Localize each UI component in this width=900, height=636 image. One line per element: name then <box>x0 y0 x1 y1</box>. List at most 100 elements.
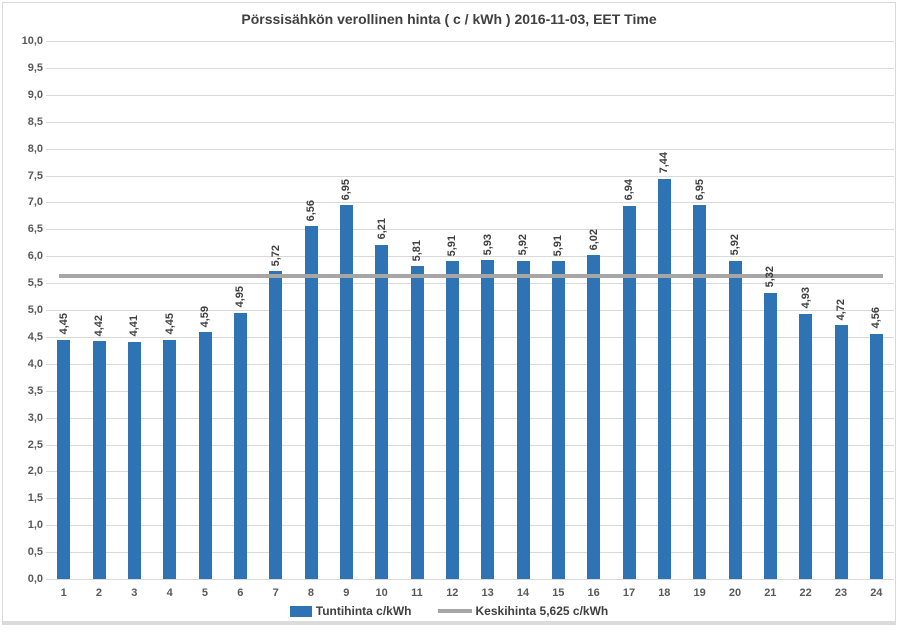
bar-value-label: 5,92 <box>729 234 741 256</box>
bar-value-label: 5,91 <box>446 234 459 257</box>
x-tick-label: 17 <box>622 587 636 599</box>
x-tick-label: 19 <box>693 587 706 599</box>
y-tick-label: 0,5 <box>27 546 43 559</box>
bar-hour-24 <box>869 333 883 579</box>
x-tick-label: 8 <box>307 587 315 599</box>
bar-hour-3 <box>127 341 141 579</box>
gridline <box>46 525 894 527</box>
gridline <box>46 552 894 554</box>
bar-value-label: 6,02 <box>587 228 600 251</box>
gridline <box>46 175 894 177</box>
bar-hour-10 <box>375 244 389 579</box>
gridline <box>46 41 894 42</box>
y-tick-label: 8,5 <box>27 115 43 128</box>
x-tick-label: 10 <box>375 587 388 599</box>
bar-value-label: 5,91 <box>552 234 565 257</box>
y-tick-label: 6,5 <box>27 223 43 236</box>
y-tick-label: 9,5 <box>27 61 43 74</box>
bar-value-label: 4,59 <box>199 305 211 328</box>
bar-value-label: 4,45 <box>57 313 70 335</box>
y-tick-label: 3,5 <box>27 384 43 397</box>
x-tick-label: 9 <box>343 587 350 599</box>
bar-swatch-icon <box>289 605 312 617</box>
bar-value-label: 6,94 <box>623 179 635 201</box>
bar-value-label: 4,45 <box>163 313 176 335</box>
bar-hour-18 <box>657 178 671 579</box>
chart-frame: Pörssisähkön verollinen hinta ( c / kWh … <box>2 2 896 625</box>
x-tick-label: 11 <box>411 587 423 599</box>
bar-hour-23 <box>834 325 848 579</box>
bar-hour-14 <box>516 260 530 579</box>
bar-value-label: 6,21 <box>375 218 388 240</box>
x-tick-label: 4 <box>166 587 173 599</box>
bar-value-label: 5,92 <box>517 234 529 256</box>
y-tick-label: 9,0 <box>27 88 43 101</box>
bar-hour-4 <box>163 339 177 579</box>
bar-value-label: 4,42 <box>93 314 105 337</box>
y-tick-label: 7,5 <box>27 169 43 182</box>
y-tick-label: 7,0 <box>27 196 43 209</box>
x-tick-label: 20 <box>728 587 742 599</box>
y-tick-label: 2,5 <box>27 438 43 451</box>
bar-hour-5 <box>198 332 212 579</box>
gridline <box>46 336 894 338</box>
chart-title: Pörssisähkön verollinen hinta ( c / kWh … <box>241 11 657 27</box>
x-tick-label: 5 <box>201 587 209 599</box>
x-tick-label: 15 <box>552 587 565 599</box>
bar-value-label: 5,32 <box>764 266 777 288</box>
gridline <box>46 310 894 311</box>
x-tick-label: 7 <box>272 587 279 599</box>
plot-area: 4,45 4,42 4,41 4,45 4,59 4,95 5,72 6,56 6,95 6,21… <box>46 41 894 580</box>
x-tick-label: 16 <box>587 587 600 599</box>
y-tick-label: 6,0 <box>27 250 43 263</box>
x-tick-label: 22 <box>799 587 812 599</box>
gridline <box>46 283 894 285</box>
y-tick-label: 0,0 <box>27 573 43 585</box>
gridline <box>46 390 894 392</box>
bar-hour-22 <box>799 313 813 579</box>
bar-hour-12 <box>445 261 459 579</box>
x-tick-label: 6 <box>237 587 244 599</box>
x-tick-label: 13 <box>481 587 494 599</box>
x-tick-label: 14 <box>516 587 530 599</box>
bar-hour-21 <box>763 292 777 579</box>
bar-hour-9 <box>339 205 353 579</box>
bar-value-label: 6,95 <box>340 178 353 201</box>
legend-series-label: Tuntihinta c/kWh <box>315 604 412 618</box>
gridline <box>46 121 894 123</box>
gridline <box>46 471 894 473</box>
gridline <box>46 148 894 150</box>
y-tick-label: 2,0 <box>27 465 43 478</box>
bar-value-label: 4,93 <box>799 287 812 309</box>
bar-hour-8 <box>304 226 318 579</box>
bar-value-label: 4,41 <box>128 315 141 337</box>
bar-value-label: 6,56 <box>305 199 317 222</box>
y-tick-label: 3,0 <box>27 411 43 424</box>
x-tick-label: 3 <box>131 587 138 599</box>
gridline <box>46 202 894 204</box>
y-tick-label: 5,5 <box>27 277 43 290</box>
legend-item-series: Tuntihinta c/kWh <box>289 604 412 618</box>
y-tick-label: 4,5 <box>27 330 43 343</box>
bar-value-label: 5,72 <box>269 244 282 267</box>
y-tick-label: 1,0 <box>27 519 43 532</box>
legend-average-label: Keskihinta 5,625 c/kWh <box>475 604 609 618</box>
x-tick-label: 21 <box>764 587 777 599</box>
bar-value-label: 5,93 <box>481 233 494 255</box>
bar-hour-16 <box>587 255 601 579</box>
y-tick-label: 10,0 <box>21 35 43 47</box>
gridline <box>46 417 894 419</box>
y-tick-label: 5,0 <box>27 304 43 316</box>
gridline <box>46 444 894 446</box>
bar-hour-1 <box>57 339 71 579</box>
legend-item-average: Keskihinta 5,625 c/kWh <box>437 604 609 618</box>
x-tick-label: 12 <box>446 587 459 599</box>
gridline <box>46 229 894 231</box>
bar-value-label: 4,72 <box>835 298 847 321</box>
y-tick-label: 4,0 <box>27 357 43 370</box>
bar-value-label: 6,95 <box>693 178 706 201</box>
x-tick-label: 18 <box>658 587 671 599</box>
gridline <box>46 363 894 365</box>
bar-value-label: 5,81 <box>411 240 423 262</box>
